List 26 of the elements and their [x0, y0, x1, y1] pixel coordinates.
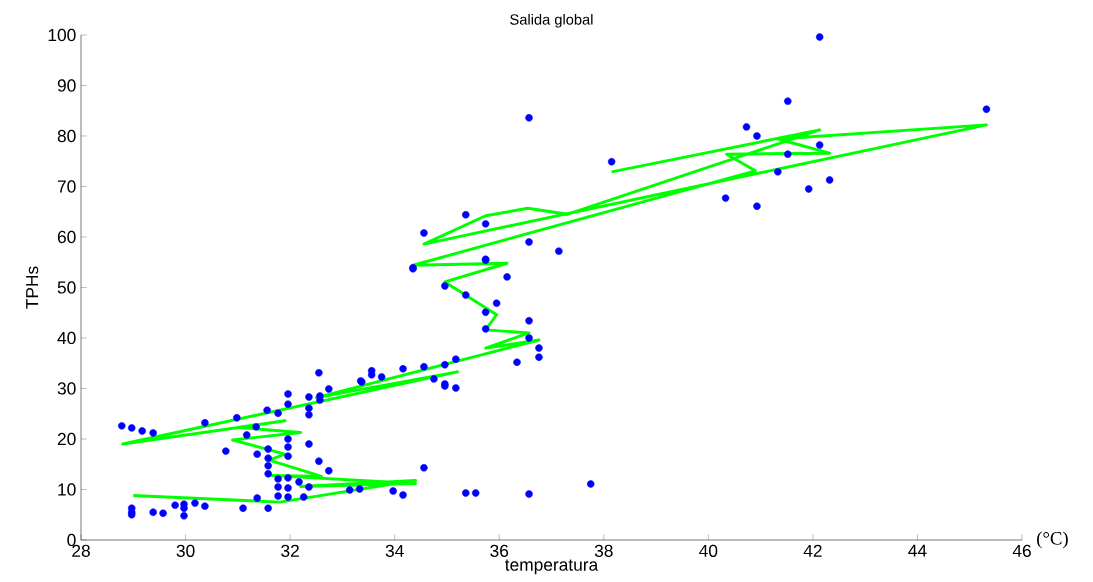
y-tick-label: 10	[58, 483, 76, 496]
x-tick-label: 30	[176, 544, 195, 557]
x-tick-label: 38	[594, 544, 613, 557]
y-tick-label: 80	[57, 129, 76, 143]
y-axis-title: TPHs	[26, 266, 39, 309]
text: (°C)	[1037, 531, 1068, 549]
y-tick-label: 0	[67, 533, 76, 547]
y-tick-label: 40	[57, 331, 76, 345]
y-tick-label: 90	[57, 79, 76, 92]
chart-title: Salida global	[510, 13, 593, 28]
x-tick-label: 46	[1012, 544, 1031, 557]
x-tick-label: 34	[385, 544, 404, 557]
x-tick-label: 36	[490, 544, 509, 557]
x-tick-label: 42	[803, 544, 822, 557]
y-tick-label: 20	[57, 432, 76, 446]
x-tick-label: 28	[72, 544, 90, 557]
x-tick-label: 40	[699, 544, 718, 557]
y-tick-label: 100	[48, 28, 76, 42]
y-tick-label: 70	[57, 180, 76, 193]
y-tick-label: 50	[57, 281, 76, 294]
y-tick-label: 60	[57, 230, 76, 244]
x-tick-label: 44	[908, 544, 927, 557]
y-tick-label: 30	[57, 382, 76, 395]
x-tick-label: 32	[281, 544, 299, 557]
line-series	[121, 123, 988, 504]
x-axis-title: temperatura	[505, 559, 599, 575]
